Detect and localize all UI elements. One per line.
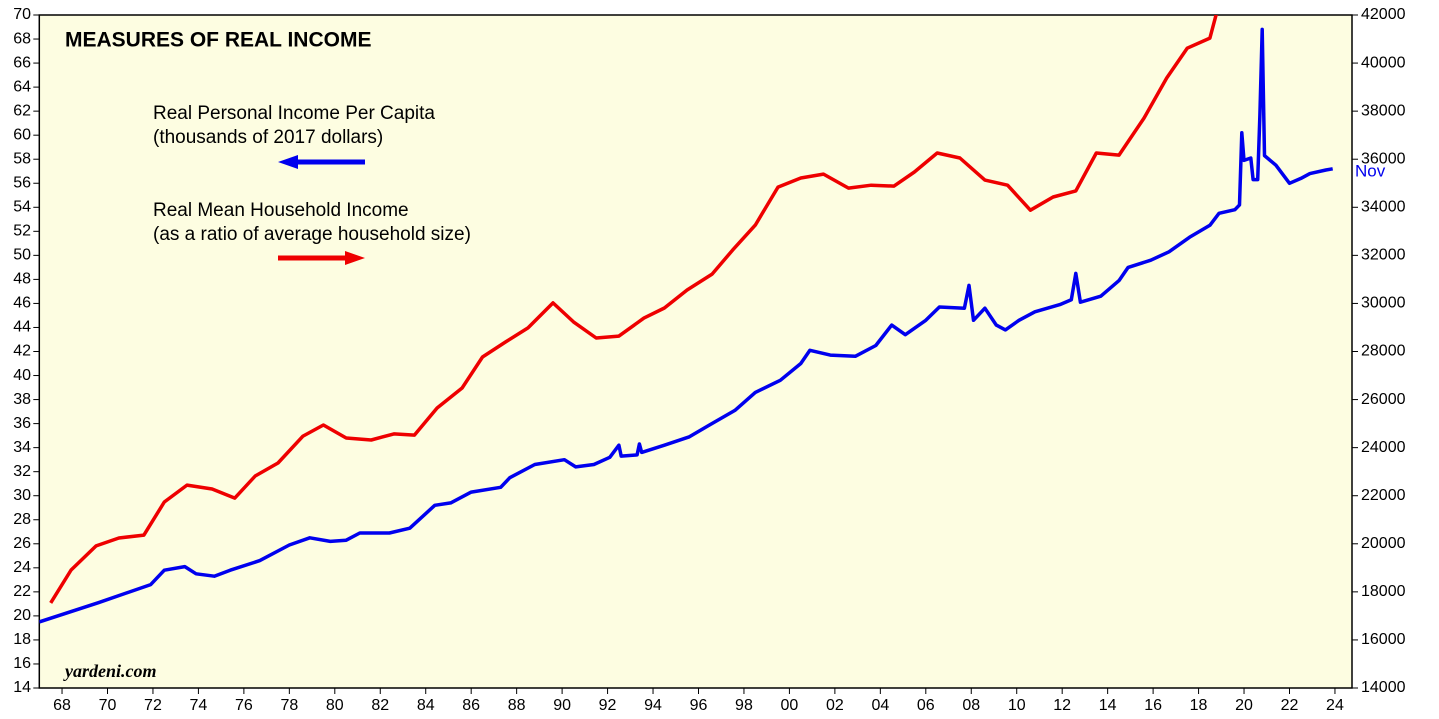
legend-arrows: [278, 155, 365, 265]
legend-label: Real Mean Household Income: [153, 200, 409, 221]
legend-label: Real Personal Income Per Capita: [153, 103, 435, 124]
y-tick-label: 24: [13, 559, 31, 576]
y2-tick-label: 34000: [1361, 199, 1406, 216]
x-tick-label: 92: [599, 697, 617, 714]
y2-tick-label: 36000: [1361, 150, 1406, 167]
plot-area: [38, 14, 1353, 689]
series-group: [39, 15, 1334, 624]
y-tick-label: 66: [13, 54, 31, 71]
y-tick-label: 40: [13, 367, 31, 384]
x-tick-label: 18: [1190, 697, 1208, 714]
x-tick-label: 16: [1144, 697, 1162, 714]
x-tick-label: 04: [871, 697, 889, 714]
line-series: [49, 15, 1218, 604]
y2-tick-label: 38000: [1361, 102, 1406, 119]
source: yardeni.com: [63, 661, 157, 681]
y-tick-label: 44: [13, 319, 31, 336]
y-tick-label: 56: [13, 174, 31, 191]
x-tick-label: 76: [235, 697, 253, 714]
x-tick-label: 20: [1235, 697, 1253, 714]
x-tick-label: 72: [144, 697, 162, 714]
x-tick-label: 88: [508, 697, 526, 714]
y-tick-label: 30: [13, 487, 31, 504]
y-tick-label: 70: [13, 6, 31, 23]
y-tick-label: 22: [13, 583, 31, 600]
y-tick-label: 60: [13, 126, 31, 143]
x-tick-label: 06: [917, 697, 935, 714]
y-tick-label: 50: [13, 247, 31, 264]
y-tick-label: 64: [13, 78, 31, 95]
y2-tick-label: 32000: [1361, 247, 1406, 264]
y-tick-label: 42: [13, 343, 31, 360]
x-tick-label: 78: [280, 697, 298, 714]
x-tick-label: 80: [326, 697, 344, 714]
x-tick-label: 08: [962, 697, 980, 714]
y-tick-label: 34: [13, 439, 31, 456]
y-tick-label: 32: [13, 463, 31, 480]
x-tick-label: 00: [781, 697, 799, 714]
y2-tick-label: 30000: [1361, 295, 1406, 312]
y2-tick-label: 42000: [1361, 6, 1406, 23]
y-tick-label: 36: [13, 415, 31, 432]
y2-tick-label: 18000: [1361, 583, 1406, 600]
y2-tick-label: 20000: [1361, 535, 1406, 552]
x-tick-label: 70: [99, 697, 117, 714]
x-tick-label: 74: [190, 697, 208, 714]
legend-arrow-head: [345, 251, 365, 265]
x-tick-label: 96: [690, 697, 708, 714]
line-series: [39, 27, 1334, 624]
y-tick-label: 14: [13, 679, 31, 696]
chart-title: MEASURES OF REAL INCOME: [65, 29, 371, 52]
y-tick-label: 62: [13, 102, 31, 119]
x-tick-label: 22: [1281, 697, 1299, 714]
y2-tick-label: 24000: [1361, 439, 1406, 456]
y-tick-label: 16: [13, 655, 31, 672]
x-tick-label: 02: [826, 697, 844, 714]
y-tick-label: 58: [13, 150, 31, 167]
y-tick-label: 48: [13, 271, 31, 288]
y-tick-label: 68: [13, 30, 31, 47]
y2-tick-label: 14000: [1361, 679, 1406, 696]
x-tick-label: 82: [371, 697, 389, 714]
x-tick-label: 10: [1008, 697, 1026, 714]
x-tick-label: 86: [462, 697, 480, 714]
x-tick-label: 14: [1099, 697, 1117, 714]
x-tick-label: 98: [735, 697, 753, 714]
y-tick-label: 20: [13, 607, 31, 624]
x-tick-label: 94: [644, 697, 662, 714]
y2-tick-label: 40000: [1361, 54, 1406, 71]
x-tick-label: 90: [553, 697, 571, 714]
y-tick-label: 38: [13, 391, 31, 408]
y-tick-label: 52: [13, 223, 31, 240]
y2-tick-label: 16000: [1361, 631, 1406, 648]
x-tick-label: 68: [53, 697, 71, 714]
y-tick-label: 46: [13, 295, 31, 312]
y-tick-label: 28: [13, 511, 31, 528]
y-tick-label: 18: [13, 631, 31, 648]
y2-tick-label: 26000: [1361, 391, 1406, 408]
legend-unit: (as a ratio of average household size): [153, 224, 471, 245]
x-tick-label: 12: [1053, 697, 1071, 714]
y2-tick-label: 22000: [1361, 487, 1406, 504]
x-tick-label: 84: [417, 697, 435, 714]
y-tick-label: 26: [13, 535, 31, 552]
y-tick-label: 54: [13, 199, 31, 216]
y2-tick-label: 28000: [1361, 343, 1406, 360]
end-label: Nov: [1355, 161, 1386, 180]
legend-unit: (thousands of 2017 dollars): [153, 127, 383, 148]
x-tick-label: 24: [1326, 697, 1344, 714]
legend-arrow-head: [278, 155, 298, 169]
